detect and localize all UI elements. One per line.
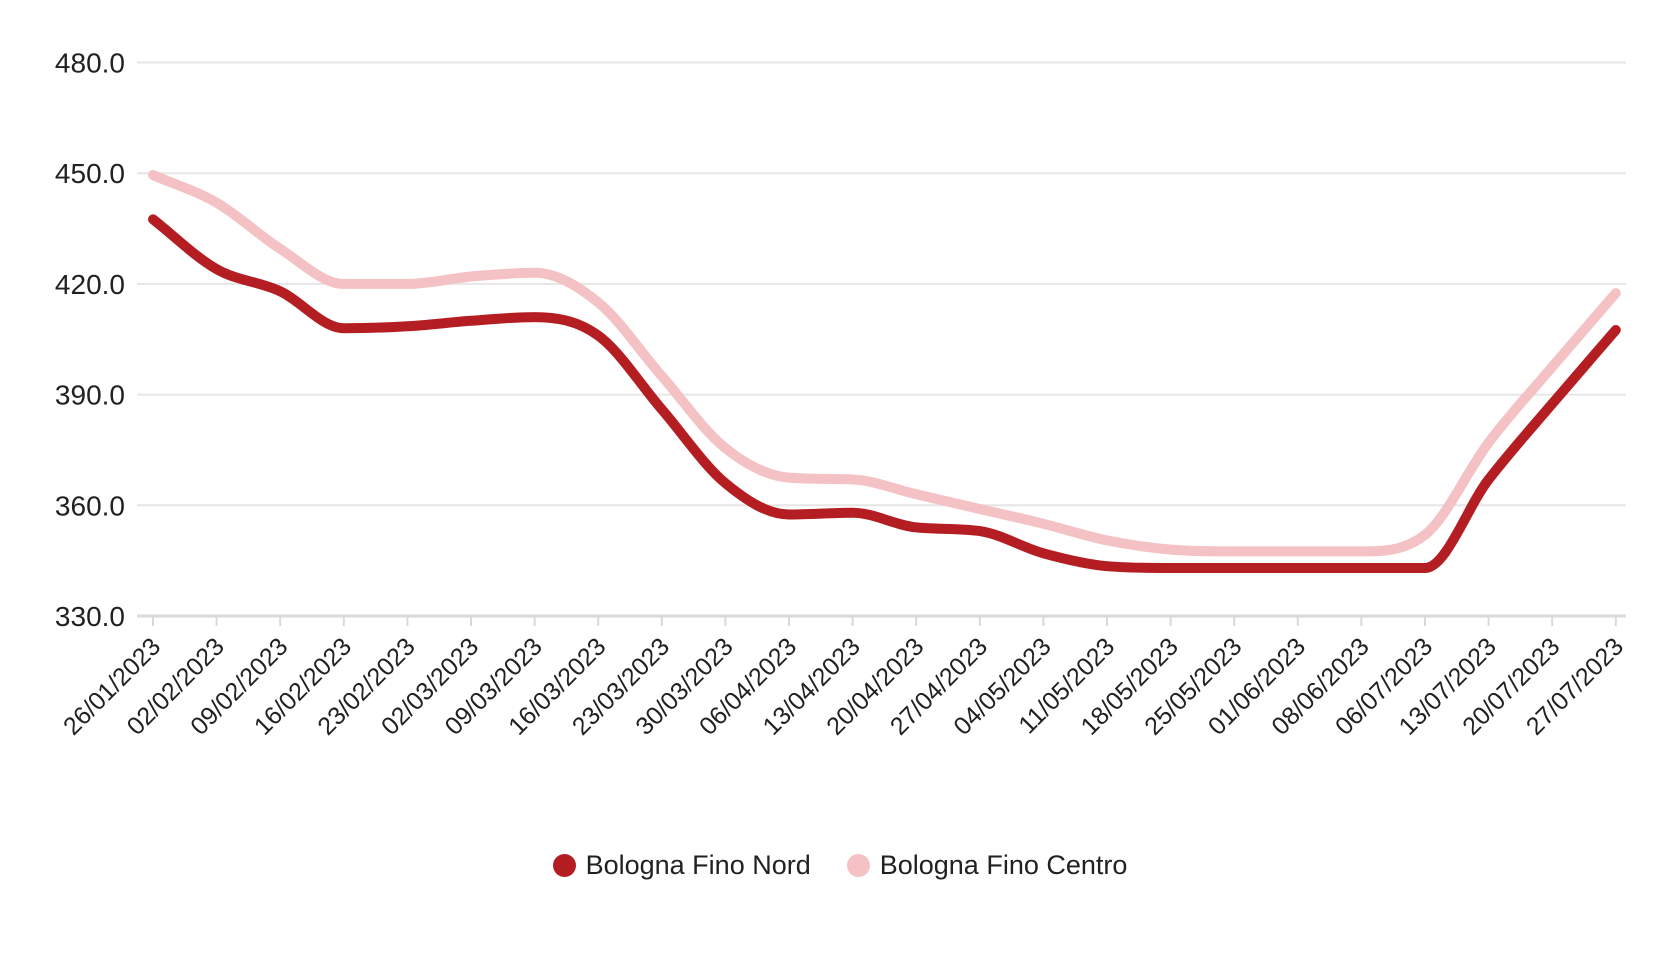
- legend-dot-centro-icon: [846, 854, 870, 877]
- y-axis-tick-label: 480.0: [55, 48, 125, 79]
- line-chart-plot: 480.0450.0420.0390.0360.0330.026/01/2023…: [55, 48, 1629, 741]
- legend-label-nord: Bologna Fino Nord: [585, 850, 811, 880]
- series-line-bologna-fino-nord[interactable]: [148, 214, 1621, 573]
- legend-item-bologna-fino-centro[interactable]: Bologna Fino Centro: [846, 850, 1128, 880]
- legend-label-centro: Bologna Fino Centro: [879, 850, 1128, 880]
- y-axis-tick-label: 390.0: [55, 380, 125, 411]
- y-axis-tick-label: 330.0: [55, 601, 125, 632]
- legend-item-bologna-fino-nord[interactable]: Bologna Fino Nord: [552, 850, 811, 880]
- legend-dot-nord-icon: [552, 854, 576, 877]
- series-line-bologna-fino-centro[interactable]: [148, 170, 1621, 557]
- chart-legend: Bologna Fino Nord Bologna Fino Centro: [0, 852, 1680, 879]
- y-axis-tick-label: 420.0: [55, 269, 125, 300]
- y-axis-tick-label: 360.0: [55, 490, 125, 521]
- y-axis-tick-label: 450.0: [55, 158, 125, 189]
